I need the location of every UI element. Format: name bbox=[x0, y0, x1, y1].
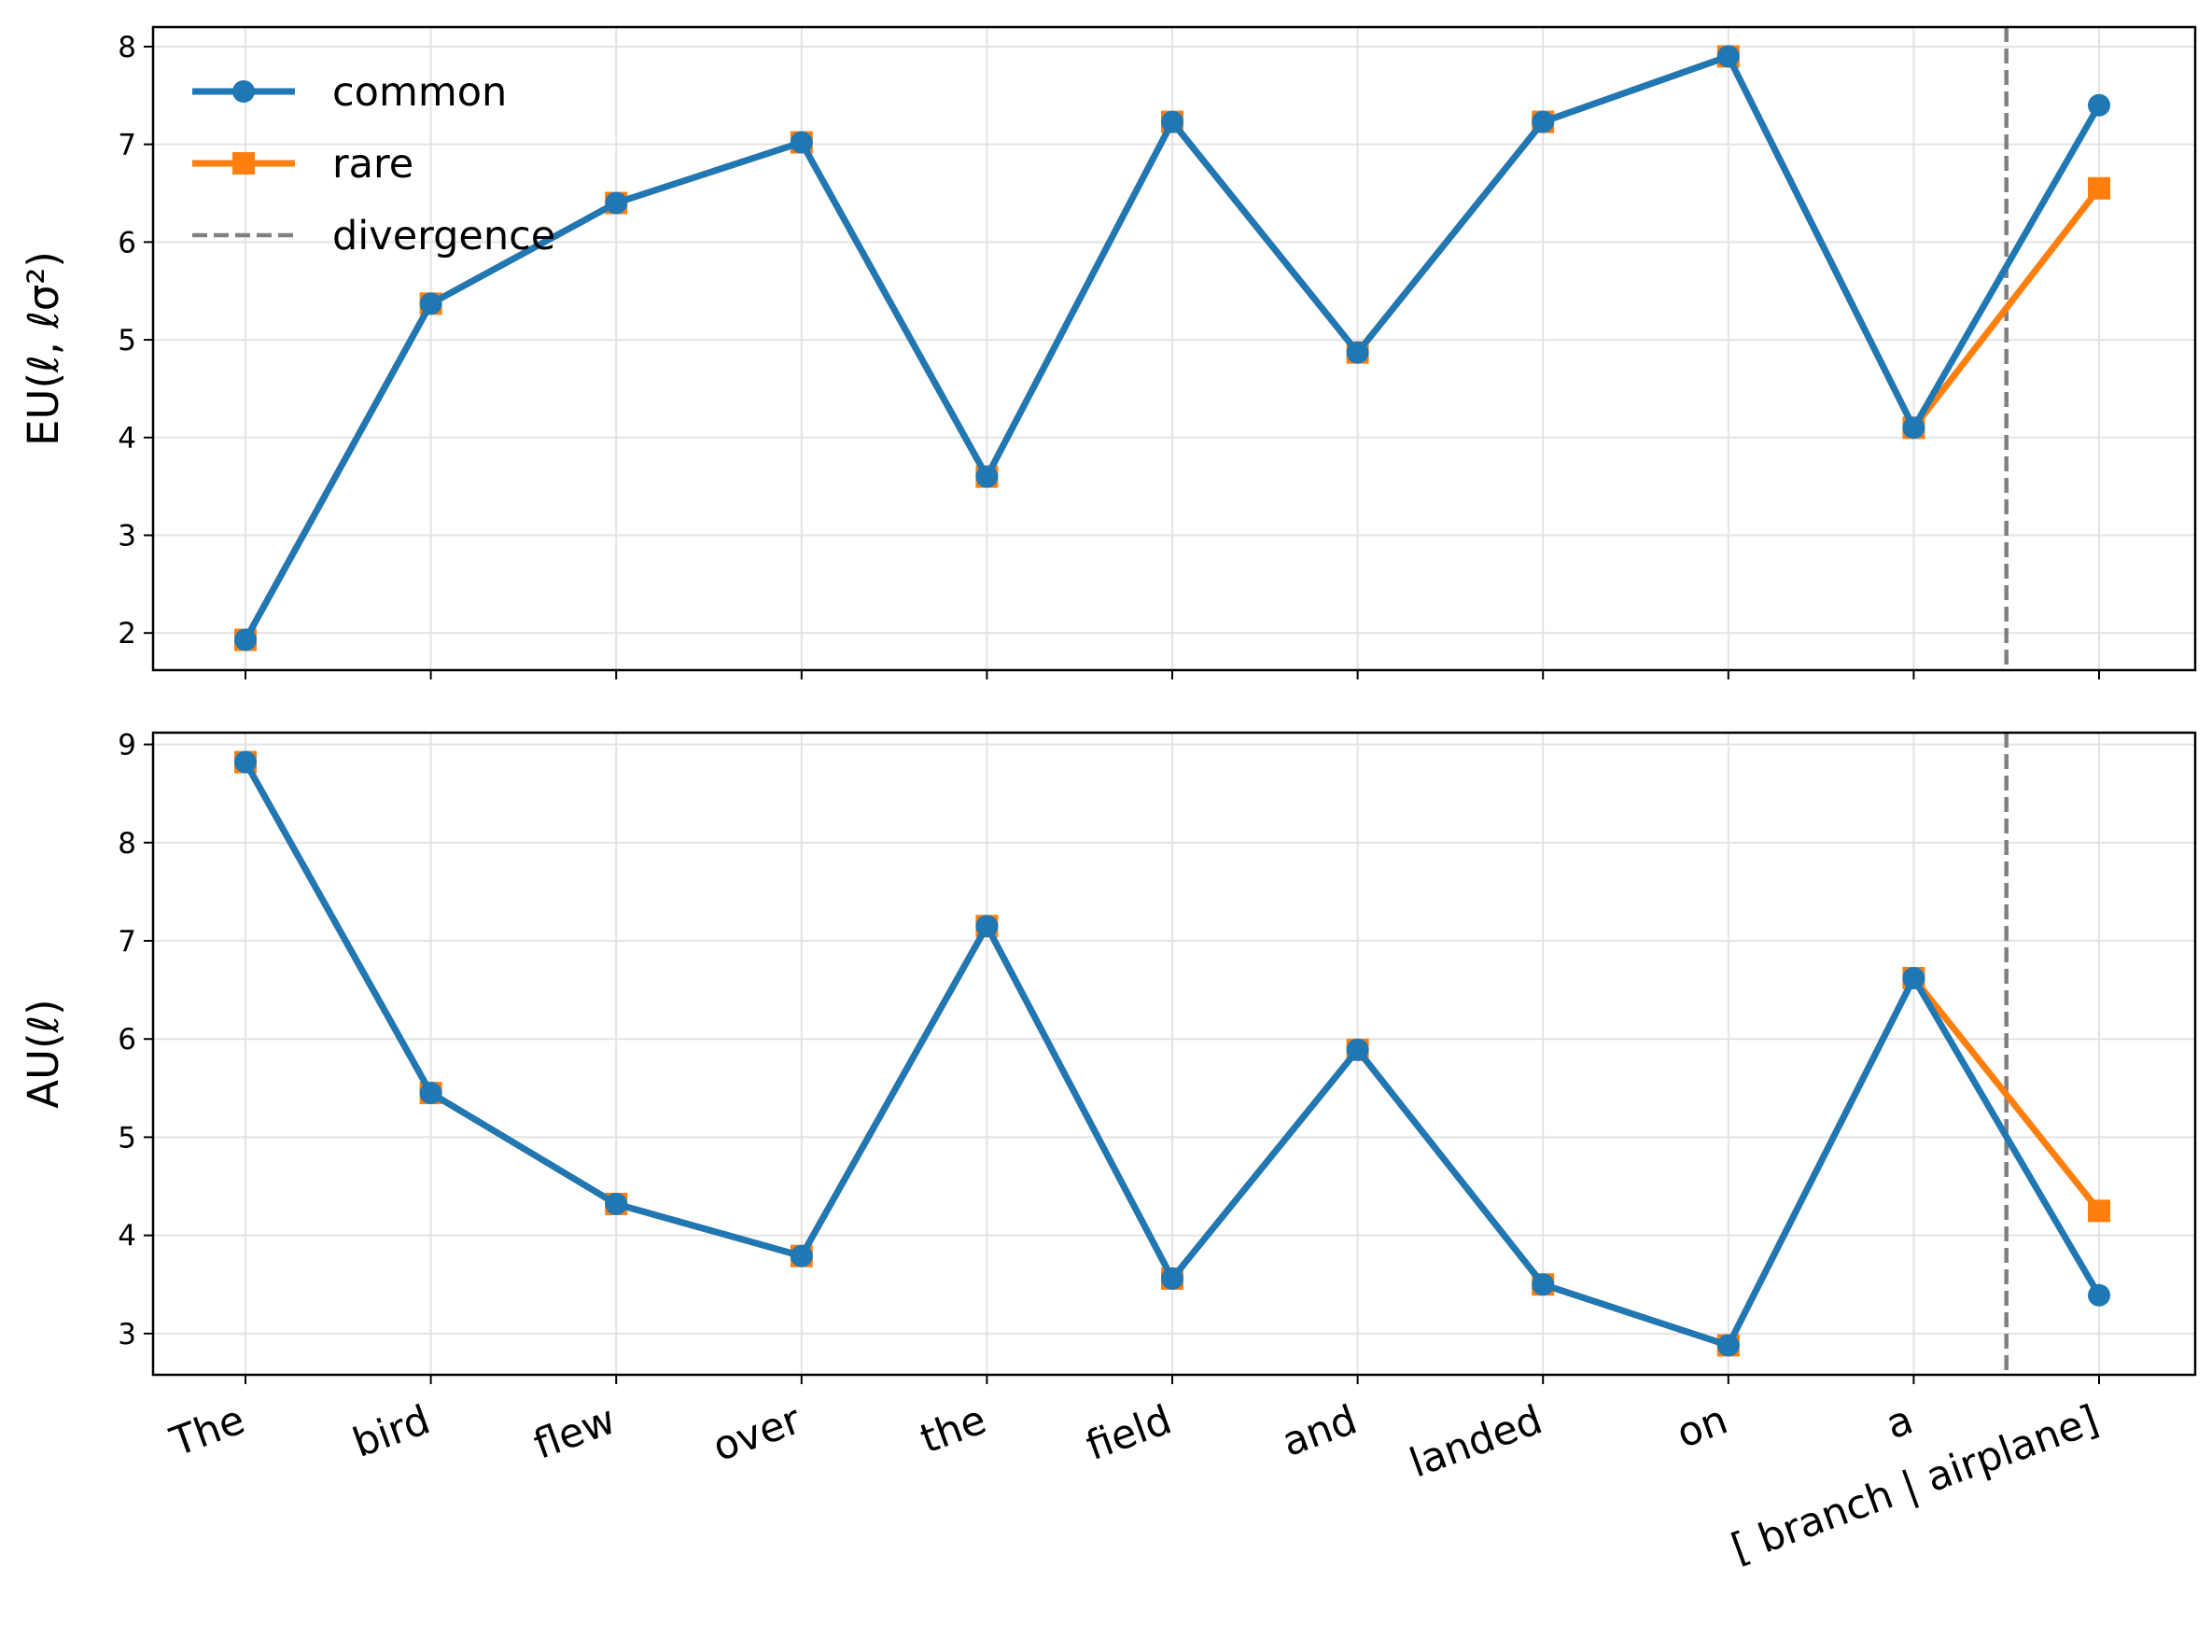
y-tick-label: 6 bbox=[118, 1023, 136, 1057]
legend-swatch-marker bbox=[232, 80, 255, 103]
y-tick-label: 5 bbox=[118, 1121, 136, 1155]
legend-label: divergence bbox=[332, 213, 555, 259]
data-point-common bbox=[1346, 341, 1369, 364]
y-tick-label: 8 bbox=[118, 827, 136, 861]
y-tick-label: 3 bbox=[118, 519, 136, 553]
data-point-common bbox=[2088, 93, 2110, 117]
legend-item-divergence: divergence bbox=[192, 213, 555, 259]
data-point-common bbox=[790, 1244, 813, 1267]
y-tick-label: 9 bbox=[118, 729, 136, 763]
y-tick-label: 3 bbox=[118, 1318, 136, 1351]
data-point-rare bbox=[2088, 1199, 2110, 1223]
data-point-common bbox=[1716, 45, 1740, 68]
data-point-common bbox=[234, 750, 257, 774]
y-tick-label: 2 bbox=[118, 617, 136, 651]
axes-frame bbox=[151, 731, 2197, 1377]
y-tick-label: 4 bbox=[118, 1220, 136, 1253]
data-point-common bbox=[1532, 110, 1555, 133]
data-point-common bbox=[605, 191, 628, 215]
legend-item-rare: rare bbox=[192, 141, 413, 188]
y-axis-label: AU(ℓ) bbox=[19, 999, 68, 1108]
data-point-common bbox=[975, 465, 999, 488]
data-point-rare bbox=[2088, 176, 2110, 200]
data-point-common bbox=[1902, 416, 1925, 440]
axes-frame bbox=[151, 25, 2197, 672]
legend: common rare divergence bbox=[192, 69, 555, 259]
legend-label: rare bbox=[332, 141, 413, 188]
data-point-common bbox=[2088, 1283, 2110, 1307]
data-point-common bbox=[419, 292, 442, 315]
y-tick-label: 7 bbox=[118, 129, 136, 162]
y-tick-label: 8 bbox=[118, 31, 136, 64]
y-tick-label: 5 bbox=[118, 324, 136, 357]
y-tick-label: 4 bbox=[118, 422, 136, 455]
data-point-common bbox=[1346, 1038, 1369, 1061]
data-point-common bbox=[419, 1082, 442, 1105]
data-point-common bbox=[605, 1192, 628, 1215]
data-point-common bbox=[790, 131, 813, 154]
data-point-common bbox=[1532, 1273, 1555, 1296]
y-tick-label: 7 bbox=[118, 925, 136, 959]
data-point-common bbox=[1716, 1334, 1740, 1357]
y-tick-label: 6 bbox=[118, 226, 136, 259]
data-point-common bbox=[1161, 110, 1183, 133]
data-point-common bbox=[1902, 966, 1925, 989]
legend-swatch-marker bbox=[232, 152, 255, 175]
data-point-common bbox=[1161, 1267, 1183, 1290]
data-point-common bbox=[975, 915, 999, 938]
legend-label: common bbox=[332, 69, 507, 116]
y-axis-label: EU(ℓ, ℓσ²) bbox=[19, 251, 68, 446]
panel-eu: 2 3 4 5 6 7 8 EU(ℓ, ℓσ²) bbox=[19, 25, 2197, 679]
data-point-common bbox=[234, 628, 257, 651]
legend-item-common: common bbox=[192, 69, 507, 116]
